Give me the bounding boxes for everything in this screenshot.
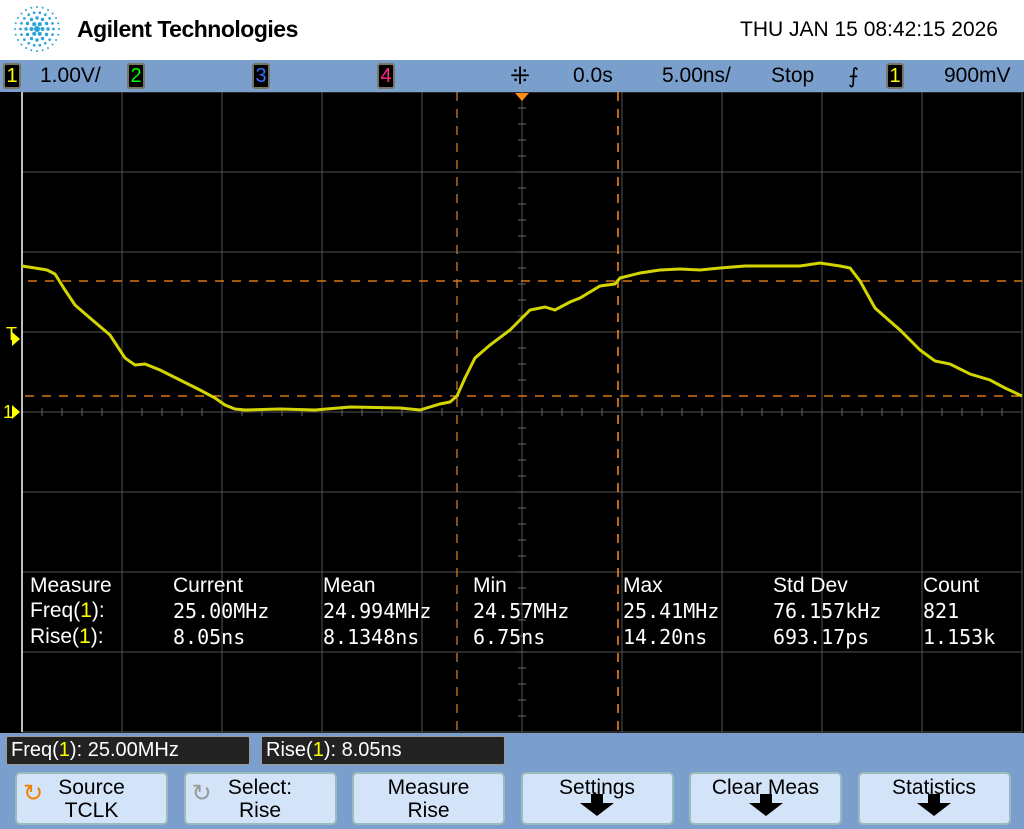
readout-rise: Rise(1): 8.05ns — [261, 736, 505, 765]
arrow-down-icon — [580, 794, 614, 816]
softkey-label: Measure — [387, 776, 470, 799]
softkey-label: Statistics — [891, 776, 977, 799]
run-state[interactable]: Stop — [771, 64, 815, 87]
softkey-6[interactable]: Statistics — [857, 772, 1011, 825]
meas-value: 76.157kHz — [773, 599, 882, 623]
meas-header: Count — [923, 574, 980, 597]
rotate-knob-icon: ↻ — [191, 780, 212, 807]
softkey-value: Rise — [407, 799, 450, 822]
meas-value: 693.17ps — [773, 625, 870, 649]
readout-freq: Freq(1): 25.00MHz — [6, 736, 250, 765]
rotate-knob-icon: ↻ — [23, 780, 44, 807]
arrow-down-icon — [917, 794, 951, 816]
trigger-position-marker — [515, 93, 529, 101]
softkey-2[interactable]: ↻ Select: Rise — [183, 772, 337, 825]
waveform-display[interactable]: T 1 Measure Current Mean Min Max Std Dev Count… — [0, 91, 1024, 733]
softkey-area: Freq(1): 25.00MHz Rise(1): 8.05ns ↻ Sourc… — [0, 733, 1024, 829]
timebase[interactable]: 5.00ns/ — [662, 64, 731, 87]
channel-4-button[interactable]: 4 — [377, 63, 395, 89]
channel-2-button[interactable]: 2 — [127, 63, 145, 89]
ch1-ground-marker[interactable]: 1 — [3, 402, 14, 422]
meas-row-label: Rise(1): — [30, 625, 104, 648]
status-bar: 1 1.00V/ 2 3 4 ⁜ 0.0s 5.00ns/ Stop ⨍ 1 9… — [0, 60, 1024, 92]
header: Agilent Technologies THU JAN 15 08:42:15… — [0, 0, 1024, 60]
softkey-value: Rise — [238, 799, 281, 822]
ch1-ground-arrow — [12, 405, 20, 419]
agilent-logo-icon — [14, 6, 60, 52]
trigger-level[interactable]: 900mV — [944, 64, 1011, 87]
rising-edge-icon: ⨍ — [848, 65, 859, 88]
trigger-level-arrow — [12, 332, 20, 346]
graticule — [12, 91, 1023, 733]
softkey-value: TCLK — [64, 799, 119, 822]
delay[interactable]: 0.0s — [573, 64, 613, 87]
datetime: THU JAN 15 08:42:15 2026 — [740, 18, 998, 41]
softkey-3[interactable]: Measure Rise — [352, 772, 505, 825]
channel-1-button[interactable]: 1 — [3, 63, 21, 89]
softkey-1[interactable]: ↻ Source TCLK — [15, 772, 168, 825]
meas-value: 1.153k — [923, 625, 996, 649]
meas-value: 8.05ns — [173, 625, 246, 649]
meas-header: Current — [173, 574, 244, 597]
meas-header: Min — [473, 574, 507, 597]
softkey-label: Clear Meas — [711, 776, 820, 799]
meas-value: 14.20ns — [623, 625, 708, 649]
softkey-label: Settings — [559, 776, 635, 799]
ch1-scale[interactable]: 1.00V/ — [40, 64, 101, 87]
meas-value: 24.57MHz — [473, 599, 570, 623]
meas-value: 25.41MHz — [623, 599, 720, 623]
channel-3-button[interactable]: 3 — [252, 63, 270, 89]
softkey-label: Source — [58, 776, 125, 799]
arrow-down-icon — [748, 794, 783, 816]
softkey-5[interactable]: Clear Meas — [689, 772, 842, 825]
meas-value: 821 — [923, 599, 960, 623]
meas-header: Std Dev — [773, 574, 848, 597]
meas-value: 24.994MHz — [323, 599, 432, 623]
softkey-label: Select: — [227, 776, 293, 799]
softkey-4[interactable]: Settings — [520, 772, 674, 825]
meas-header: Measure — [30, 574, 112, 597]
trigger-source[interactable]: 1 — [886, 63, 904, 89]
ch1-trace — [21, 261, 1023, 412]
meas-header: Max — [623, 574, 663, 597]
meas-value: 25.00MHz — [173, 599, 270, 623]
meas-row-label: Freq(1): — [30, 599, 105, 622]
trigger-level-marker[interactable]: T — [6, 324, 17, 344]
meas-value: 6.75ns — [473, 625, 546, 649]
meas-value: 8.1348ns — [323, 625, 420, 649]
acquire-icon: ⁜ — [510, 63, 531, 90]
meas-header: Mean — [323, 574, 376, 597]
brand: Agilent Technologies — [77, 16, 298, 42]
